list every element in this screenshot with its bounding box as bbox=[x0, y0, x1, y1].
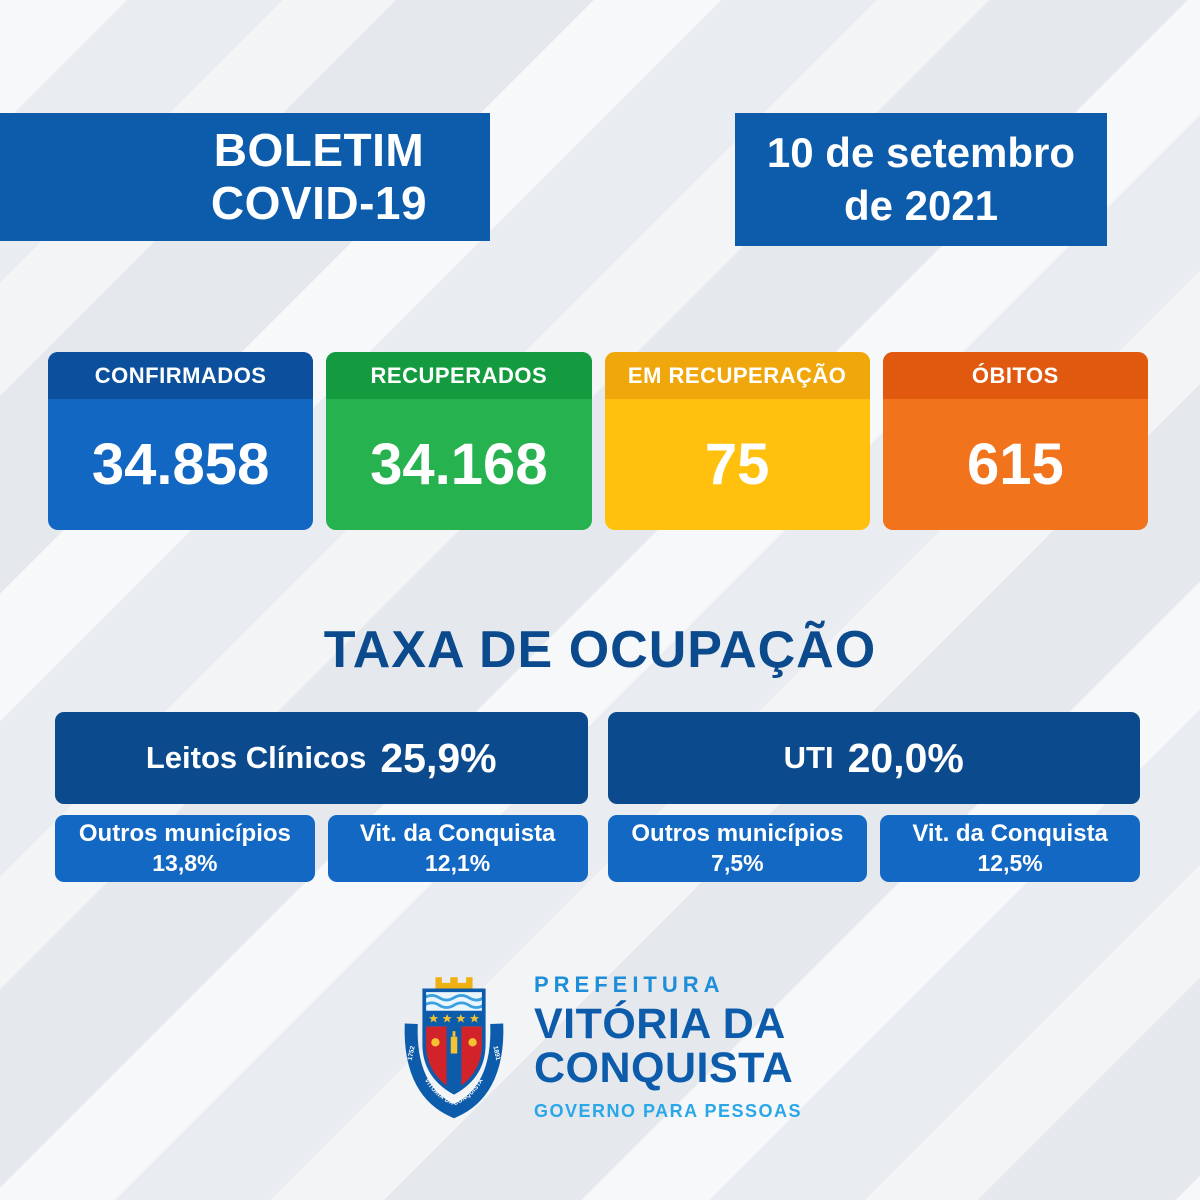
stats-row: CONFIRMADOS 34.858 RECUPERADOS 34.168 EM… bbox=[48, 352, 1148, 530]
stat-card-obitos-header: ÓBITOS bbox=[882, 352, 1148, 399]
breakdown-label: Vit. da Conquista bbox=[912, 819, 1108, 847]
crest-shield-field bbox=[424, 990, 484, 1093]
footer-tagline: GOVERNO PARA PESSOAS bbox=[533, 1100, 803, 1121]
stat-label-recuperados: RECUPERADOS bbox=[370, 362, 548, 388]
stat-card-em-recuperacao: EM RECUPERAÇÃO 75 bbox=[604, 352, 870, 530]
footer-city-line1: VITÓRIA DA bbox=[533, 1000, 786, 1049]
bulletin-title-line1: BOLETIM bbox=[213, 123, 425, 176]
occupancy-group-uti: UTI 20,0% Outros municípios 7,5% Vit. da… bbox=[607, 712, 1140, 882]
stat-card-recuperados-header: RECUPERADOS bbox=[326, 352, 592, 399]
breakdown-label: Vit. da Conquista bbox=[359, 819, 556, 847]
footer-pretitle: PREFEITURA bbox=[533, 972, 725, 998]
crest-crown bbox=[435, 977, 473, 989]
occupancy-bar-leitos-clinicos: Leitos Clínicos 25,9% bbox=[55, 712, 588, 804]
stat-card-em-recuperacao-header: EM RECUPERAÇÃO bbox=[604, 352, 870, 399]
breakdown-vit-da-conquista-uti: Vit. da Conquista 12,5% bbox=[880, 815, 1140, 882]
stat-value-confirmados: 34.858 bbox=[91, 432, 270, 497]
bulletin-title-box: BOLETIM COVID-19 bbox=[0, 113, 490, 241]
footer-brand: 1752 1891 VITÓRIA DA CONQUISTA bbox=[0, 968, 1200, 1126]
breakdown-label: Outros municípios bbox=[631, 819, 844, 847]
crest-ribbon bbox=[404, 1023, 504, 1119]
breakdown-value: 13,8% bbox=[152, 850, 218, 877]
bulletin-date-box: 10 de setembro de 2021 bbox=[735, 113, 1107, 246]
stat-card-confirmados: CONFIRMADOS 34.858 bbox=[48, 352, 314, 530]
breakdown-value: 12,1% bbox=[425, 850, 491, 877]
bulletin-date-line2: de 2021 bbox=[843, 181, 999, 229]
stat-card-confirmados-header: CONFIRMADOS bbox=[48, 352, 314, 399]
stat-label-confirmados: CONFIRMADOS bbox=[94, 362, 267, 388]
crest-year-right: 1891 bbox=[491, 1045, 501, 1061]
stat-value-recuperados: 34.168 bbox=[370, 432, 548, 497]
footer-city-line2: CONQUISTA bbox=[533, 1044, 794, 1092]
stat-card-obitos: ÓBITOS 615 bbox=[882, 352, 1148, 530]
bulletin-date-line1: 10 de setembro bbox=[766, 129, 1076, 176]
bulletin-title-line2: COVID-19 bbox=[210, 177, 428, 229]
occupancy-bar-uti: UTI 20,0% bbox=[607, 712, 1140, 804]
occupancy-breakdown-uti: Outros municípios 7,5% Vit. da Conquista… bbox=[607, 815, 1140, 882]
breakdown-outros-municipios-leitos: Outros municípios 13,8% bbox=[55, 815, 315, 882]
crest-year-left: 1752 bbox=[407, 1045, 417, 1061]
footer-text-block: PREFEITURA VITÓRIA DA CONQUISTA GOVERNO … bbox=[534, 972, 802, 1122]
occupancy-name-uti: UTI bbox=[783, 740, 834, 775]
occupancy-rate-leitos-clinicos: 25,9% bbox=[380, 734, 497, 781]
occupancy-section-title: TAXA DE OCUPAÇÃO bbox=[323, 621, 877, 679]
occupancy-row: Leitos Clínicos 25,9% Outros municípios … bbox=[55, 712, 1140, 882]
stat-label-em-recuperacao: EM RECUPERAÇÃO bbox=[627, 362, 847, 388]
breakdown-value: 7,5% bbox=[711, 850, 764, 877]
occupancy-rate-uti: 20,0% bbox=[847, 734, 964, 781]
breakdown-outros-municipios-uti: Outros municípios 7,5% bbox=[607, 815, 868, 882]
breakdown-label: Outros municípios bbox=[78, 819, 291, 847]
stat-value-obitos: 615 bbox=[966, 432, 1064, 497]
crest-shield-border bbox=[422, 988, 486, 1095]
breakdown-value: 12,5% bbox=[977, 850, 1043, 877]
stat-label-obitos: ÓBITOS bbox=[971, 362, 1059, 388]
coat-of-arms-logo: 1752 1891 VITÓRIA DA CONQUISTA bbox=[404, 977, 504, 1119]
breakdown-vit-da-conquista-leitos: Vit. da Conquista 12,1% bbox=[327, 815, 588, 882]
occupancy-name-leitos-clinicos: Leitos Clínicos bbox=[145, 740, 367, 775]
occupancy-group-leitos-clinicos: Leitos Clínicos 25,9% Outros municípios … bbox=[55, 712, 588, 882]
stat-value-em-recuperacao: 75 bbox=[704, 432, 770, 497]
occupancy-breakdown-leitos-clinicos: Outros municípios 13,8% Vit. da Conquist… bbox=[55, 815, 588, 882]
stat-card-recuperados: RECUPERADOS 34.168 bbox=[326, 352, 592, 530]
